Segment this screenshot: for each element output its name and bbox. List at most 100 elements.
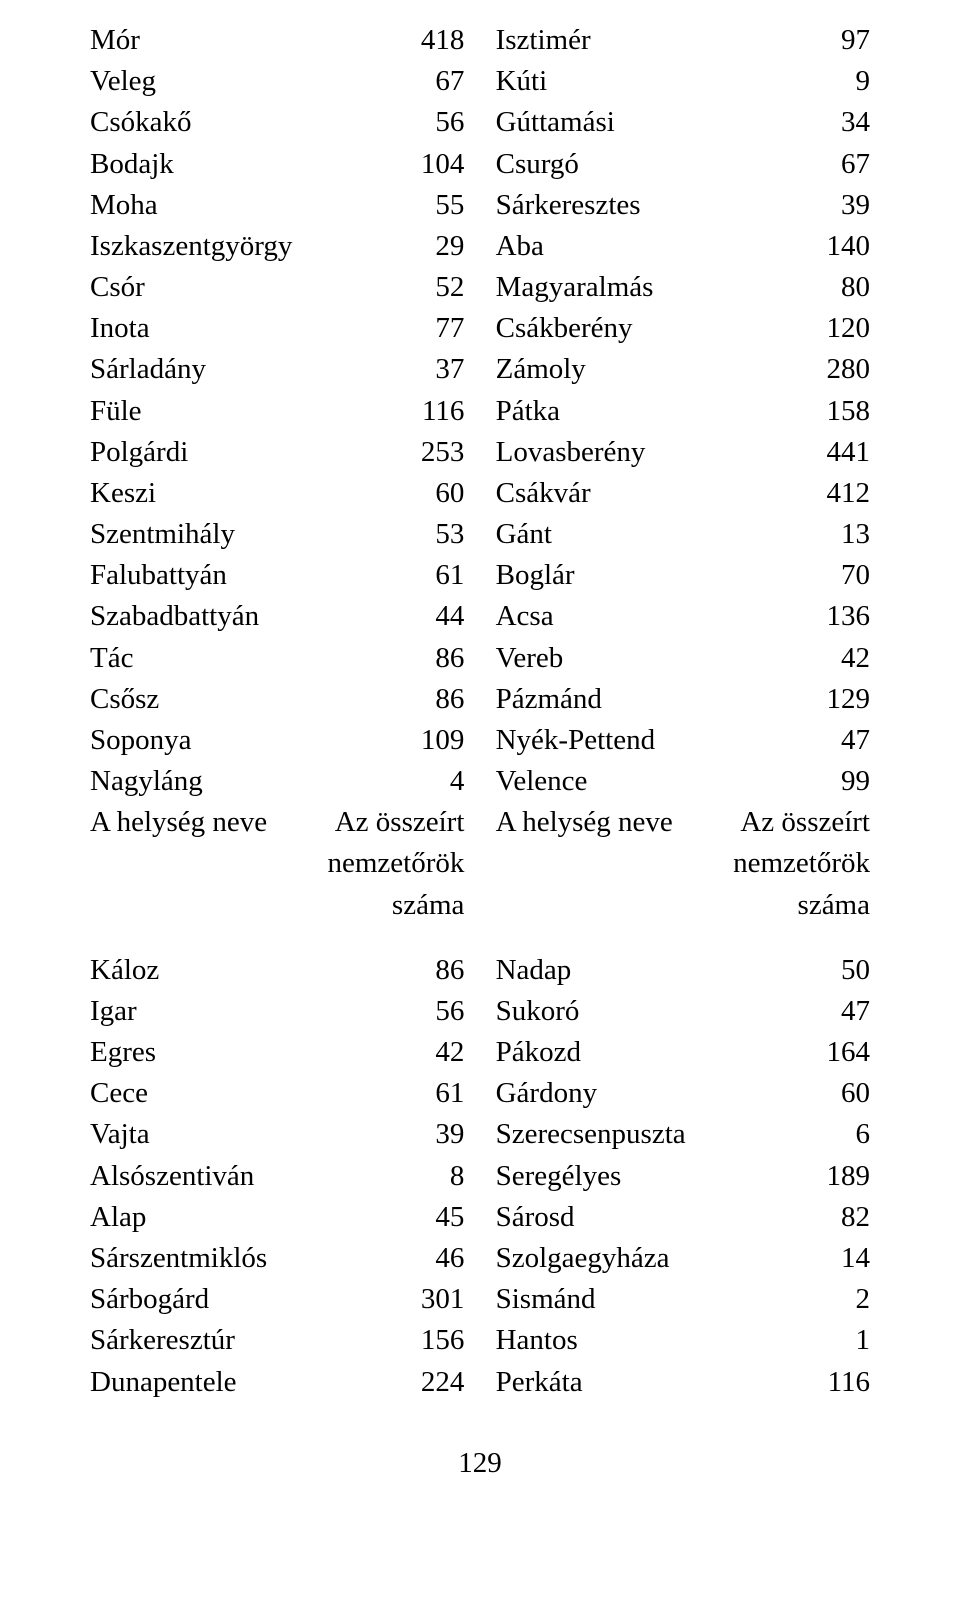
place-count: 61	[384, 555, 464, 596]
place-count: 99	[790, 761, 870, 802]
place-name: Szerecsenpuszta	[496, 1114, 686, 1155]
place-count: 97	[790, 20, 870, 61]
place-count: 70	[790, 555, 870, 596]
table-row: Aba 140	[496, 226, 870, 267]
place-count: 412	[790, 473, 870, 514]
table-row: Csősz 86	[90, 679, 464, 720]
place-name: Boglár	[496, 555, 575, 596]
place-count: 55	[384, 185, 464, 226]
table-row: Seregélyes 189	[496, 1156, 870, 1197]
place-name: Csákberény	[496, 308, 633, 349]
place-name: Soponya	[90, 720, 192, 761]
place-count: 164	[790, 1032, 870, 1073]
place-count: 301	[384, 1279, 464, 1320]
place-name: Mór	[90, 20, 140, 61]
table-row: Gúttamási34	[496, 102, 870, 143]
place-name: Gúttamási	[496, 102, 615, 143]
table-row: Isztimér97	[496, 20, 870, 61]
table-row: Igar 56	[90, 991, 464, 1032]
bottom-left-column: Káloz86Igar56Egres42Cece61Vajta39Alsósze…	[90, 950, 464, 1403]
place-name: Gánt	[496, 514, 552, 555]
place-count: 280	[790, 349, 870, 390]
table-row: Moha55	[90, 185, 464, 226]
place-name: Magyaralmás	[496, 267, 654, 308]
table-row: Vereb42	[496, 638, 870, 679]
place-count: 67	[790, 144, 870, 185]
place-count: 56	[384, 102, 464, 143]
table-row: Bodajk104	[90, 144, 464, 185]
place-name: Csurgó	[496, 144, 579, 185]
place-count: 189	[790, 1156, 870, 1197]
table-row: Csurgó 67	[496, 144, 870, 185]
table-row: Sárladány37	[90, 349, 464, 390]
table-row: Kúti9	[496, 61, 870, 102]
table-row: Velence 99	[496, 761, 870, 802]
place-count: 45	[384, 1197, 464, 1238]
place-name: Polgárdi	[90, 432, 188, 473]
place-count: 77	[384, 308, 464, 349]
table-row: Cece61	[90, 1073, 464, 1114]
place-name: Sárladány	[90, 349, 206, 390]
place-name: Sárbogárd	[90, 1279, 209, 1320]
table-row: Csákberény120	[496, 308, 870, 349]
place-name: Sárkeresztes	[496, 185, 641, 226]
table-row: Káloz86	[90, 950, 464, 991]
place-name: Velence	[496, 761, 588, 802]
header-block: A helység neve Az összeírt nemzetőrök sz…	[90, 802, 870, 926]
table-row: Nagyláng4	[90, 761, 464, 802]
place-name: Cece	[90, 1073, 148, 1114]
place-name: Nadap	[496, 950, 572, 991]
place-count: 140	[790, 226, 870, 267]
place-count: 8	[384, 1156, 464, 1197]
table-row: Nyék-Pettend47	[496, 720, 870, 761]
place-name: Falubattyán	[90, 555, 227, 596]
table-row: Tác86	[90, 638, 464, 679]
header-row-left: A helység neve Az összeírt nemzetőrök sz…	[90, 802, 464, 926]
table-row: Sárszentmiklós46	[90, 1238, 464, 1279]
header-name-label: A helység neve	[496, 802, 673, 843]
place-count: 6	[790, 1114, 870, 1155]
place-name: Csókakő	[90, 102, 192, 143]
place-count: 42	[790, 638, 870, 679]
table-row: Zámoly 280	[496, 349, 870, 390]
place-name: Nyék-Pettend	[496, 720, 655, 761]
place-name: Nagyláng	[90, 761, 203, 802]
place-name: Gárdony	[496, 1073, 597, 1114]
place-count: 47	[790, 991, 870, 1032]
place-name: Dunapentele	[90, 1362, 237, 1403]
place-name: Hantos	[496, 1320, 578, 1361]
place-name: Sárkeresztúr	[90, 1320, 235, 1361]
place-name: Aba	[496, 226, 544, 267]
table-row: Hantos1	[496, 1320, 870, 1361]
place-count: 129	[790, 679, 870, 720]
page: Mór418Veleg67Csókakő56Bodajk104Moha55Isz…	[0, 0, 960, 1524]
place-count: 86	[384, 679, 464, 720]
place-count: 56	[384, 991, 464, 1032]
header-count-line2: nemzetőrök	[733, 847, 870, 879]
table-row: Csór52	[90, 267, 464, 308]
place-count: 53	[384, 514, 464, 555]
top-block: Mór418Veleg67Csókakő56Bodajk104Moha55Isz…	[90, 20, 870, 802]
table-row: Falubattyán 61	[90, 555, 464, 596]
place-name: Tác	[90, 638, 133, 679]
table-row: Alap45	[90, 1197, 464, 1238]
header-count-line1: Az összeírt	[335, 806, 465, 838]
place-name: Seregélyes	[496, 1156, 622, 1197]
place-count: 104	[384, 144, 464, 185]
table-row: Acsa136	[496, 596, 870, 637]
table-row: Inota77	[90, 308, 464, 349]
place-name: Pázmánd	[496, 679, 602, 720]
place-name: Zámoly	[496, 349, 586, 390]
place-name: Csősz	[90, 679, 159, 720]
page-number: 129	[90, 1443, 870, 1484]
header-row-right: A helység neve Az összeírt nemzetőrök sz…	[496, 802, 870, 926]
place-count: 418	[384, 20, 464, 61]
table-row: Csákvár412	[496, 473, 870, 514]
table-row: Csókakő 56	[90, 102, 464, 143]
place-name: Igar	[90, 991, 137, 1032]
table-row: Magyaralmás80	[496, 267, 870, 308]
place-name: Vajta	[90, 1114, 150, 1155]
header-count-line3: száma	[392, 889, 464, 921]
place-name: Perkáta	[496, 1362, 583, 1403]
place-count: 60	[790, 1073, 870, 1114]
